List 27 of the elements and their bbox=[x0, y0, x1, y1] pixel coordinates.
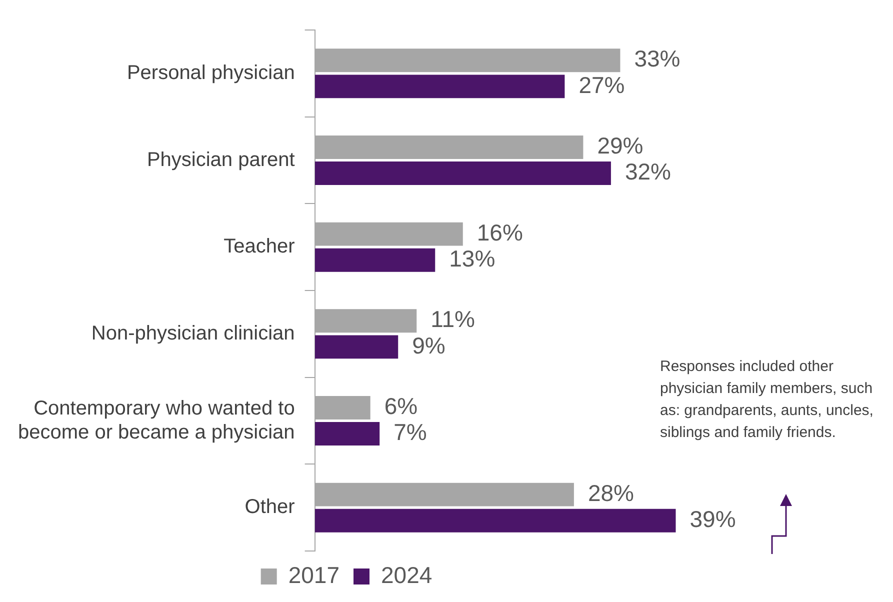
y-tick-label: Physician parent bbox=[146, 148, 296, 171]
data-label: 28% bbox=[588, 480, 634, 506]
y-tick-label: Contemporary who wanted to become or became a physician bbox=[18, 397, 295, 444]
bar bbox=[314, 422, 380, 446]
bar bbox=[314, 335, 398, 359]
data-label: 6% bbox=[384, 393, 418, 420]
data-label: 16% bbox=[476, 219, 523, 246]
bar bbox=[314, 508, 676, 532]
data-label: 13% bbox=[449, 245, 496, 272]
data-label: 7% bbox=[394, 419, 427, 446]
bar bbox=[314, 248, 436, 272]
y-tick-label: Teacher bbox=[224, 236, 296, 258]
legend-label: 2017 bbox=[288, 562, 340, 588]
y-tick-label: Other bbox=[244, 496, 296, 518]
data-label: 39% bbox=[690, 506, 736, 532]
y-tick-label: Non-physician clinician bbox=[91, 322, 295, 344]
data-label: 27% bbox=[578, 72, 625, 98]
data-label: 9% bbox=[412, 332, 446, 358]
bar bbox=[314, 74, 565, 98]
data-label: 29% bbox=[597, 132, 644, 159]
data-label: 32% bbox=[624, 158, 672, 185]
annotation: Responses included other physician family members, such as: grandparents, aunts, uncles, siblings and family friends. bbox=[660, 357, 874, 443]
data-label: 11% bbox=[430, 306, 475, 332]
data-label: 33% bbox=[634, 46, 680, 72]
bar bbox=[314, 162, 611, 185]
legend-label: 2024 bbox=[381, 562, 432, 588]
y-tick-label: Personal physician bbox=[126, 62, 295, 84]
